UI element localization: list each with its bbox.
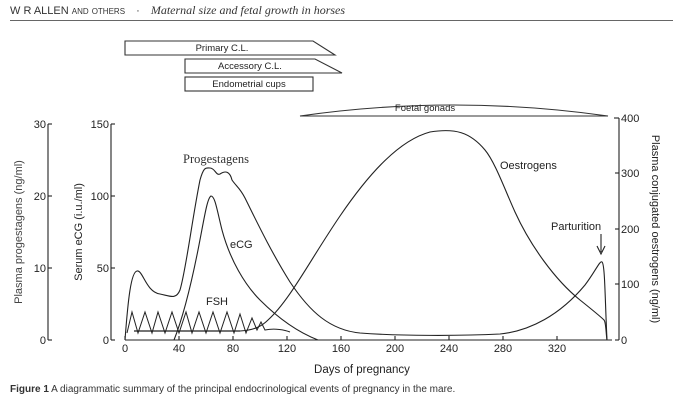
figure-caption: Figure 1 A diagrammatic summary of the p… — [10, 384, 455, 395]
tick-ecg-50: 50 — [97, 263, 109, 275]
tick-x-320: 320 — [548, 343, 566, 355]
foetal-gonads-bar: Foetal gonads — [299, 103, 609, 117]
accessory-cl-bar: Accessory C.L. — [184, 58, 343, 74]
primary-cl-bar: Primary C.L. — [124, 40, 337, 56]
tick-x-0: 0 — [122, 343, 128, 355]
tick-x-80: 80 — [227, 343, 239, 355]
accessory-cl-label: Accessory C.L. — [218, 61, 282, 72]
oestrogens-curve — [239, 130, 608, 341]
tick-ecg-150: 150 — [91, 119, 109, 131]
header-separator: · — [136, 5, 140, 17]
x-axis-label: Days of pregnancy — [314, 364, 410, 376]
oestrogens-label: Oestrogens — [500, 160, 557, 172]
y-axis-oestrogens: 400 300 200 100 0 Plasma conjugated oest… — [614, 113, 661, 347]
y-axis-oestrogens-label: Plasma conjugated oestrogens (ng/ml) — [649, 135, 661, 323]
tick-prog-30: 30 — [34, 119, 46, 131]
fsh-curve — [126, 310, 291, 335]
parturition-arrow-icon — [596, 234, 606, 256]
tick-oes-100: 100 — [621, 279, 639, 291]
tick-x-240: 240 — [440, 343, 458, 355]
tick-oes-200: 200 — [621, 224, 639, 236]
foetal-gonads-label: Foetal gonads — [395, 103, 455, 114]
progestagens-curve — [124, 167, 608, 341]
tick-oes-300: 300 — [621, 168, 639, 180]
tick-x-120: 120 — [278, 343, 296, 355]
y-axis-progestagens: 30 20 10 0 Plasma progestagens (ng/ml) — [13, 119, 52, 347]
y-axis-ecg: 150 100 50 0 Serum eCG (i.u./ml) — [73, 119, 115, 347]
tick-oes-0: 0 — [621, 335, 627, 347]
header-title: Maternal size and fetal growth in horses — [150, 3, 346, 17]
y-axis-ecg-label: Serum eCG (i.u./ml) — [73, 183, 85, 281]
tick-x-40: 40 — [173, 343, 185, 355]
primary-cl-label: Primary C.L. — [196, 43, 249, 54]
tick-x-160: 160 — [332, 343, 350, 355]
fsh-label: FSH — [206, 296, 228, 308]
endometrial-cups-label: Endometrial cups — [212, 79, 286, 90]
tick-prog-0: 0 — [40, 335, 46, 347]
tick-prog-20: 20 — [34, 191, 46, 203]
tick-x-200: 200 — [386, 343, 404, 355]
header-author: W R ALLEN and others — [10, 5, 126, 17]
tick-x-280: 280 — [494, 343, 512, 355]
tick-oes-400: 400 — [621, 113, 639, 125]
tick-ecg-100: 100 — [91, 191, 109, 203]
caption-label: Figure 1 — [10, 384, 49, 395]
tick-ecg-0: 0 — [103, 335, 109, 347]
progestagens-label: Progestagens — [183, 152, 249, 166]
tick-prog-10: 10 — [34, 263, 46, 275]
y-axis-progestagens-label: Plasma progestagens (ng/ml) — [13, 160, 25, 304]
parturition-label: Parturition — [551, 221, 601, 233]
ecg-curve — [173, 195, 319, 341]
caption-text: A diagrammatic summary of the principal … — [51, 384, 456, 395]
header-rule — [10, 20, 673, 21]
x-axis: 0 40 80 120 160 200 240 280 320 Days of … — [122, 336, 612, 376]
ecg-label: eCG — [230, 239, 253, 251]
running-header: W R ALLEN and others · Maternal size and… — [10, 3, 345, 18]
endometrial-cups-bar: Endometrial cups — [184, 76, 314, 92]
